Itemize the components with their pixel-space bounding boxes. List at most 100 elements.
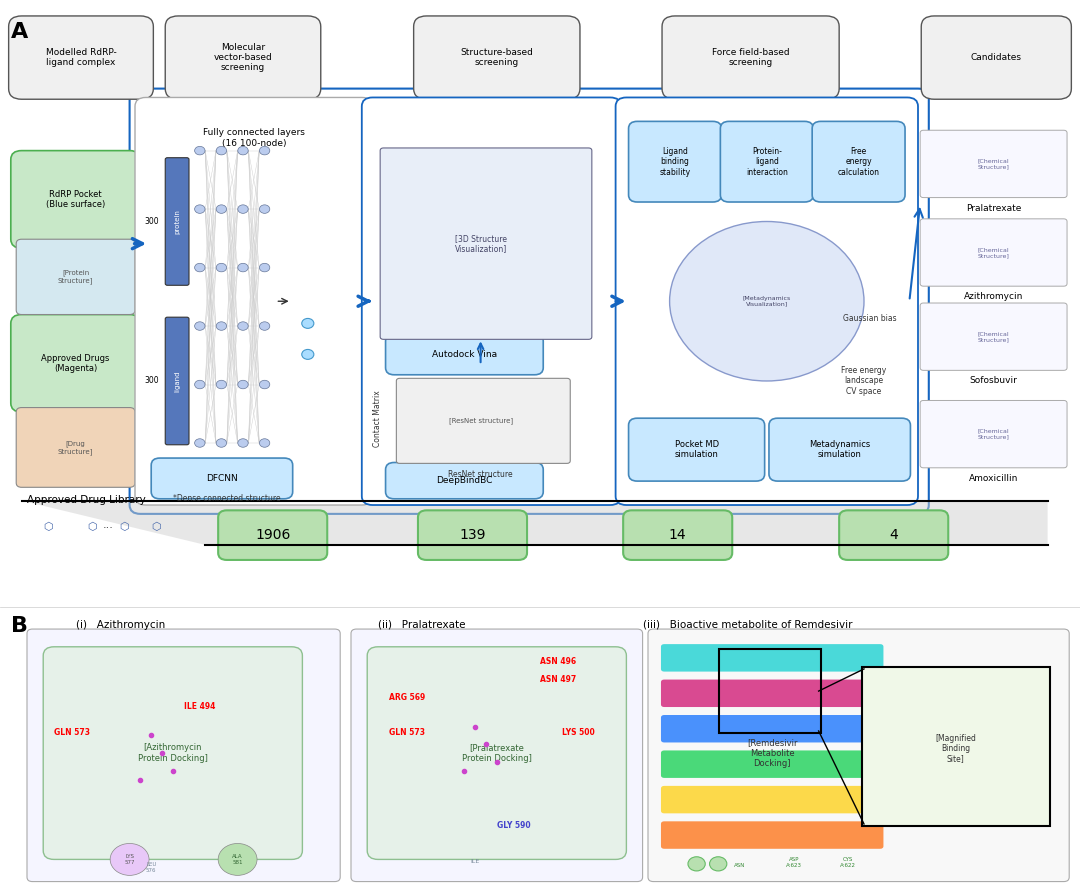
Text: LEU
576: LEU 576 [146, 862, 157, 873]
Text: ASP
A:623: ASP A:623 [786, 858, 801, 868]
FancyBboxPatch shape [362, 97, 621, 505]
Circle shape [301, 318, 314, 329]
FancyBboxPatch shape [662, 16, 839, 99]
FancyBboxPatch shape [386, 462, 543, 499]
Circle shape [688, 857, 705, 871]
Circle shape [238, 439, 248, 447]
Circle shape [194, 439, 205, 447]
Text: ResNet structure: ResNet structure [448, 470, 513, 478]
FancyBboxPatch shape [418, 510, 527, 560]
Text: Contact Matrix: Contact Matrix [374, 391, 382, 447]
FancyBboxPatch shape [27, 629, 340, 882]
Text: Molecular
vector-based
screening: Molecular vector-based screening [214, 43, 272, 73]
FancyBboxPatch shape [386, 334, 543, 375]
Text: Autodock Vina: Autodock Vina [432, 350, 497, 359]
Text: [Chemical
Structure]: [Chemical Structure] [977, 159, 1010, 169]
Text: Fully connected layers
(16 100-node): Fully connected layers (16 100-node) [203, 128, 305, 148]
Text: ALA
581: ALA 581 [232, 854, 243, 865]
Text: [Magnified
Binding
Site]: [Magnified Binding Site] [935, 734, 976, 764]
Text: ⬡: ⬡ [119, 522, 130, 532]
Circle shape [216, 146, 227, 155]
Text: [ResNet structure]: [ResNet structure] [448, 417, 513, 424]
Circle shape [259, 146, 270, 155]
FancyBboxPatch shape [616, 97, 918, 505]
FancyBboxPatch shape [351, 629, 643, 882]
FancyBboxPatch shape [380, 148, 592, 339]
Text: 300: 300 [144, 217, 159, 226]
Circle shape [259, 380, 270, 389]
Text: [Metadynamics
Visualization]: [Metadynamics Visualization] [743, 296, 791, 307]
Text: Force field-based
screening: Force field-based screening [712, 48, 789, 67]
FancyBboxPatch shape [165, 16, 321, 99]
Circle shape [259, 439, 270, 447]
Text: RdRP Pocket
(Blue surface): RdRP Pocket (Blue surface) [46, 190, 105, 209]
FancyBboxPatch shape [11, 151, 140, 248]
Text: 300: 300 [144, 377, 159, 385]
FancyBboxPatch shape [661, 715, 883, 742]
FancyBboxPatch shape [135, 97, 373, 505]
FancyBboxPatch shape [769, 418, 910, 481]
Circle shape [194, 205, 205, 214]
Circle shape [194, 380, 205, 389]
Text: [Protein
Structure]: [Protein Structure] [58, 269, 93, 284]
Text: [Azithromycin
Protein Docking]: [Azithromycin Protein Docking] [138, 743, 207, 763]
Text: ⬡: ⬡ [151, 522, 162, 532]
Text: ILE 494: ILE 494 [184, 702, 215, 711]
FancyBboxPatch shape [920, 219, 1067, 286]
Text: ligand: ligand [174, 370, 180, 392]
Text: GLN 573: GLN 573 [389, 728, 424, 737]
FancyBboxPatch shape [661, 680, 883, 707]
Text: [Chemical
Structure]: [Chemical Structure] [977, 247, 1010, 258]
Circle shape [259, 205, 270, 214]
Text: Protein-
ligand
interaction: Protein- ligand interaction [746, 147, 787, 176]
Circle shape [216, 263, 227, 272]
FancyBboxPatch shape [862, 667, 1050, 826]
Text: Free energy
landscape
CV space: Free energy landscape CV space [841, 366, 887, 396]
Text: ASN 497: ASN 497 [540, 675, 577, 684]
FancyBboxPatch shape [661, 786, 883, 813]
FancyBboxPatch shape [920, 400, 1067, 468]
Text: [3D Structure
Visualization]: [3D Structure Visualization] [455, 234, 507, 253]
Text: Pralatrexate: Pralatrexate [966, 204, 1022, 213]
Text: Sofosbuvir: Sofosbuvir [970, 377, 1017, 385]
Text: (ii)   Pralatrexate: (ii) Pralatrexate [378, 619, 465, 630]
Text: Gaussian bias: Gaussian bias [842, 315, 896, 323]
Circle shape [238, 205, 248, 214]
FancyBboxPatch shape [920, 130, 1067, 198]
FancyBboxPatch shape [921, 16, 1071, 99]
FancyBboxPatch shape [920, 303, 1067, 370]
Circle shape [670, 222, 864, 381]
FancyBboxPatch shape [720, 121, 813, 202]
Text: A: A [11, 22, 28, 43]
Text: [Chemical
Structure]: [Chemical Structure] [977, 331, 1010, 342]
FancyBboxPatch shape [43, 647, 302, 859]
Text: 1906: 1906 [255, 528, 291, 542]
FancyBboxPatch shape [11, 315, 140, 412]
Text: Modelled RdRP-
ligand complex: Modelled RdRP- ligand complex [45, 48, 117, 67]
Circle shape [218, 843, 257, 875]
Text: ...: ... [103, 519, 113, 530]
Text: Approved Drug Library: Approved Drug Library [27, 495, 146, 505]
Text: ASN: ASN [734, 863, 745, 868]
FancyBboxPatch shape [661, 644, 883, 672]
FancyBboxPatch shape [16, 408, 135, 487]
Text: ILE: ILE [471, 859, 480, 864]
Circle shape [216, 380, 227, 389]
Text: DFCNN: DFCNN [206, 474, 238, 483]
Text: Metadynamics
simulation: Metadynamics simulation [809, 440, 870, 459]
FancyBboxPatch shape [648, 629, 1069, 882]
Text: ⬡: ⬡ [86, 522, 97, 532]
FancyBboxPatch shape [165, 158, 189, 285]
Circle shape [238, 380, 248, 389]
Text: 14: 14 [669, 528, 687, 542]
Circle shape [110, 843, 149, 875]
Text: Amoxicillin: Amoxicillin [969, 474, 1018, 483]
Text: Azithromycin: Azithromycin [964, 292, 1023, 301]
FancyBboxPatch shape [218, 510, 327, 560]
Circle shape [216, 322, 227, 330]
Text: B: B [11, 616, 28, 636]
Text: *Dense connected structure: *Dense connected structure [173, 494, 281, 502]
FancyBboxPatch shape [9, 16, 153, 99]
Text: Free
energy
calculation: Free energy calculation [838, 147, 879, 176]
Circle shape [238, 322, 248, 330]
